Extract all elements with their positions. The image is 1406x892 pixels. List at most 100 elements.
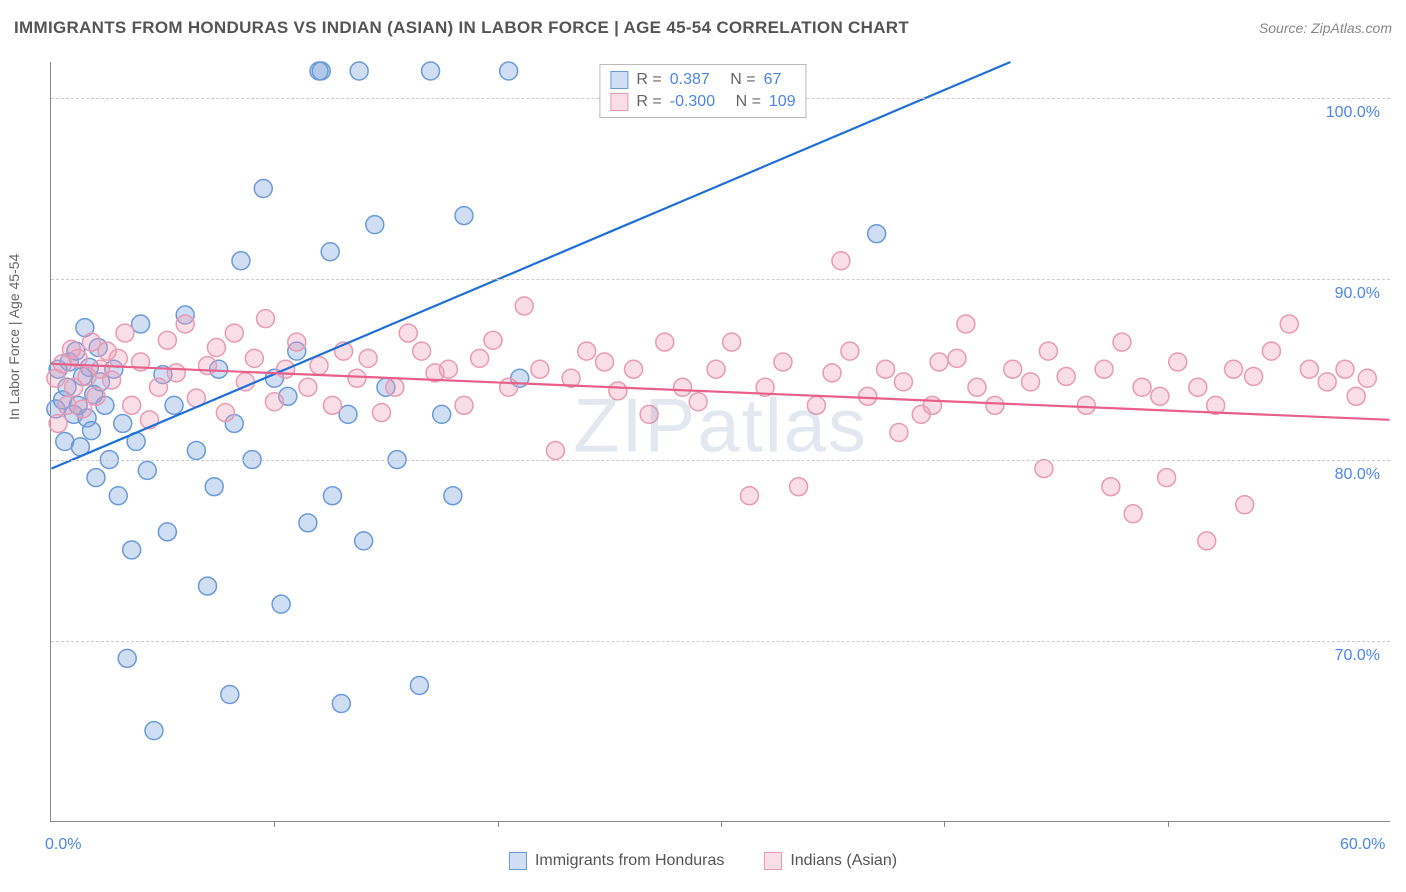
scatter-point [199, 357, 217, 375]
scatter-point [410, 676, 428, 694]
scatter-point [968, 378, 986, 396]
x-tick-mark [498, 821, 499, 827]
n-value-2: 109 [769, 93, 796, 111]
scatter-point [299, 378, 317, 396]
scatter-point [723, 333, 741, 351]
scatter-point [123, 396, 141, 414]
scatter-point [1113, 333, 1131, 351]
scatter-point [87, 387, 105, 405]
scatter-point [1358, 369, 1376, 387]
scatter-point [841, 342, 859, 360]
scatter-point [1133, 378, 1151, 396]
gridline-h [51, 279, 1390, 280]
scatter-point [413, 342, 431, 360]
scatter-point [455, 207, 473, 225]
scatter-point [1236, 496, 1254, 514]
y-tick-label: 70.0% [1335, 647, 1380, 665]
scatter-point [158, 331, 176, 349]
x-tick-mark [944, 821, 945, 827]
scatter-point [232, 252, 250, 270]
scatter-point [500, 62, 518, 80]
scatter-point [87, 469, 105, 487]
scatter-point [422, 62, 440, 80]
scatter-point [986, 396, 1004, 414]
scatter-point [807, 396, 825, 414]
scatter-point [1318, 373, 1336, 391]
scatter-point [321, 243, 339, 261]
scatter-point [348, 369, 366, 387]
scatter-point [109, 487, 127, 505]
scatter-point [350, 62, 368, 80]
scatter-point [1124, 505, 1142, 523]
scatter-point [790, 478, 808, 496]
r-value-1: 0.387 [670, 71, 710, 89]
scatter-point [103, 371, 121, 389]
chart-title: IMMIGRANTS FROM HONDURAS VS INDIAN (ASIA… [14, 18, 909, 38]
scatter-point [1151, 387, 1169, 405]
scatter-point [1039, 342, 1057, 360]
scatter-point [207, 339, 225, 357]
legend-stats-row-2: R = -0.300 N = 109 [610, 91, 795, 113]
x-tick-mark [274, 821, 275, 827]
scatter-point [83, 422, 101, 440]
scatter-point [1336, 360, 1354, 378]
scatter-point [1169, 353, 1187, 371]
legend-label-2: Indians (Asian) [790, 852, 897, 870]
scatter-point [225, 324, 243, 342]
y-tick-label: 100.0% [1326, 104, 1380, 122]
scatter-point [359, 349, 377, 367]
legend-stats-row-1: R = 0.387 N = 67 [610, 69, 795, 91]
legend-series-box: Immigrants from Honduras Indians (Asian) [509, 852, 897, 870]
scatter-point [656, 333, 674, 351]
gridline-h [51, 460, 1390, 461]
scatter-point [890, 423, 908, 441]
scatter-point [312, 62, 330, 80]
scatter-point [515, 297, 533, 315]
x-tick-mark [1168, 821, 1169, 827]
x-tick-label: 60.0% [1340, 836, 1385, 854]
scatter-point [265, 393, 283, 411]
scatter-point [484, 331, 502, 349]
scatter-point [1077, 396, 1095, 414]
scatter-point [116, 324, 134, 342]
legend-item-2: Indians (Asian) [764, 852, 897, 870]
scatter-point [1035, 460, 1053, 478]
scatter-point [145, 722, 163, 740]
scatter-point [1057, 367, 1075, 385]
scatter-point [216, 404, 234, 422]
scatter-point [578, 342, 596, 360]
scatter-point [299, 514, 317, 532]
scatter-point [355, 532, 373, 550]
scatter-point [118, 649, 136, 667]
r-label-1: R = [636, 71, 661, 89]
scatter-point [149, 378, 167, 396]
scatter-point [167, 364, 185, 382]
swatch-series-2-icon [610, 93, 628, 111]
scatter-point [1189, 378, 1207, 396]
scatter-point [1347, 387, 1365, 405]
scatter-point [596, 353, 614, 371]
scatter-point [1262, 342, 1280, 360]
swatch-bottom-1-icon [509, 852, 527, 870]
scatter-point [455, 396, 473, 414]
scatter-point [877, 360, 895, 378]
scatter-point [1245, 367, 1263, 385]
scatter-point [1225, 360, 1243, 378]
scatter-point [187, 442, 205, 460]
x-tick-mark [721, 821, 722, 827]
scatter-point [158, 523, 176, 541]
scatter-point [221, 686, 239, 704]
source-label: Source: ZipAtlas.com [1259, 20, 1392, 36]
scatter-point [868, 225, 886, 243]
scatter-point [372, 404, 390, 422]
swatch-bottom-2-icon [764, 852, 782, 870]
scatter-point [123, 541, 141, 559]
scatter-point [165, 396, 183, 414]
scatter-point [288, 333, 306, 351]
y-tick-label: 80.0% [1335, 466, 1380, 484]
scatter-point [399, 324, 417, 342]
scatter-point [823, 364, 841, 382]
scatter-point [109, 349, 127, 367]
scatter-point [199, 577, 217, 595]
scatter-point [531, 360, 549, 378]
